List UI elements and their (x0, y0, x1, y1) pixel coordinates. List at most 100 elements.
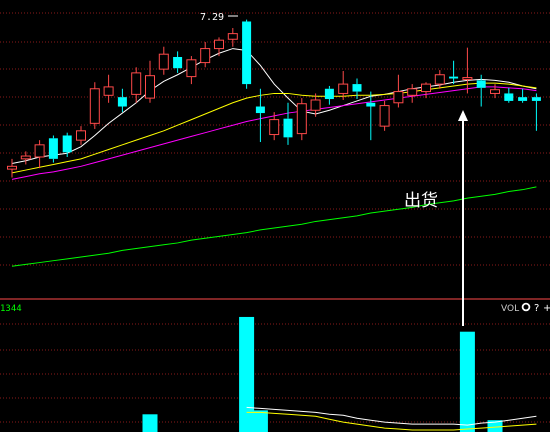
candlestick-series (7, 19, 541, 178)
candle (379, 100, 390, 131)
candle (434, 70, 445, 89)
candle (117, 88, 127, 113)
candle (34, 140, 45, 169)
price-moving-averages (11, 48, 537, 267)
candle-body-up (214, 39, 224, 50)
candle-body-down (173, 56, 183, 69)
candle (462, 47, 473, 94)
price-ma-line-1 (11, 48, 537, 165)
candle-body-up (20, 155, 31, 160)
candle-body-up (296, 103, 307, 135)
candle-body-up (158, 53, 169, 70)
annotation-arrow (458, 110, 468, 326)
candle-body-up (227, 33, 238, 40)
candle-body-up (434, 74, 445, 85)
candle-body-down (242, 21, 252, 85)
candle-body-up (407, 88, 418, 96)
volume-series (142, 316, 503, 432)
candle-body-up (7, 165, 17, 170)
candle (283, 102, 293, 145)
candle-body-up (89, 88, 100, 124)
candle-body-down (283, 118, 293, 138)
volume-ma-line-2 (246, 411, 537, 431)
volume-bar (459, 331, 475, 432)
candle (310, 93, 321, 117)
candle (173, 51, 183, 73)
candle (158, 46, 169, 75)
candle-body-down (324, 88, 334, 100)
candle-body-down (476, 80, 486, 88)
volume-left-value: 1344 (0, 304, 22, 314)
candle (269, 112, 280, 141)
candle-body-up (338, 83, 349, 94)
candle-body-up (200, 48, 211, 64)
candle-body-up (310, 99, 321, 111)
candle (407, 84, 418, 103)
candle (7, 158, 17, 178)
candle-body-up (269, 119, 280, 136)
candle (324, 85, 334, 105)
candle-body-up (462, 77, 473, 80)
candle (393, 74, 404, 108)
candle-body-up (379, 105, 390, 127)
candle-body-down (352, 84, 362, 92)
candle-body-up (131, 72, 142, 95)
candle (145, 60, 155, 103)
candle (103, 74, 114, 103)
high-label: 7.29 (200, 12, 238, 23)
candle-body-down (504, 93, 514, 101)
candle (255, 88, 265, 143)
candle-body-up (103, 86, 114, 96)
candle (421, 82, 431, 99)
candle (504, 87, 514, 103)
volume-bar (252, 410, 268, 432)
candle (131, 67, 142, 103)
sell-annotation-label: 出货 (404, 191, 438, 211)
candle (76, 126, 86, 145)
candle (214, 37, 224, 57)
candle (89, 82, 100, 129)
volume-bar (239, 316, 255, 432)
candle-body-up (34, 144, 45, 158)
candle-body-down (255, 106, 265, 114)
candle-body-up (393, 91, 404, 104)
price-ma-line-2 (11, 82, 537, 174)
volume-bar (142, 414, 158, 432)
candle-body-up (76, 130, 86, 141)
volume-title: VOL (501, 304, 519, 314)
candle-body-up (421, 83, 431, 93)
candle (48, 135, 58, 163)
candle-body-down (449, 76, 459, 79)
high-price-label: 7.29 (200, 12, 224, 23)
gear-icon[interactable] (521, 302, 531, 312)
plus-icon[interactable]: + (543, 303, 550, 314)
candle-body-down (117, 97, 127, 107)
candle-body-down (62, 135, 72, 153)
candle (227, 28, 238, 47)
candle (366, 91, 376, 141)
candle-body-down (518, 97, 528, 101)
candle-body-down (366, 102, 376, 107)
candle (186, 56, 197, 85)
candle-body-up (145, 75, 155, 99)
candle-body-up (490, 89, 500, 94)
candle-body-down (48, 138, 58, 159)
candle (338, 71, 349, 100)
question-icon[interactable]: ? (534, 303, 539, 314)
candle (531, 93, 541, 131)
candle (296, 98, 307, 141)
volume-moving-averages (246, 406, 537, 431)
volume-bar (487, 420, 503, 432)
candle-body-up (186, 59, 197, 78)
candle (200, 42, 211, 68)
candle (476, 74, 486, 107)
candle (352, 78, 362, 100)
volume-ma-line-1 (246, 406, 537, 426)
candle (449, 60, 459, 85)
candle (242, 19, 252, 89)
candle (20, 151, 31, 165)
candle (490, 84, 500, 99)
candle (62, 132, 72, 157)
candle-body-down (531, 97, 541, 101)
